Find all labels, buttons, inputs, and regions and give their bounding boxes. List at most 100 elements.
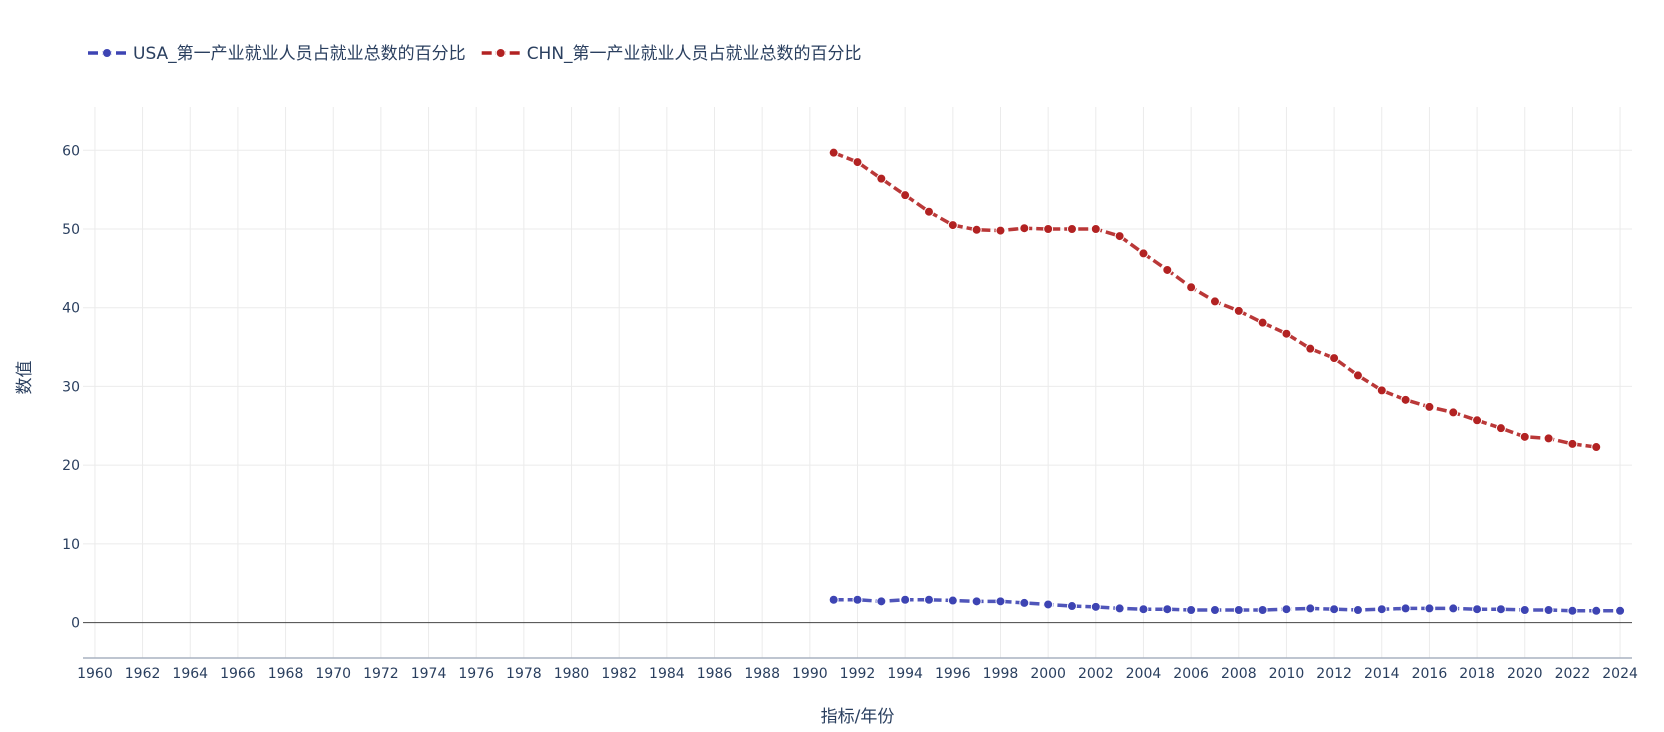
data-point bbox=[1472, 415, 1483, 426]
data-point bbox=[876, 173, 887, 184]
data-point bbox=[1066, 601, 1077, 612]
x-tick-label: 1992 bbox=[840, 666, 876, 682]
data-point bbox=[1448, 407, 1459, 418]
y-tick-label: 50 bbox=[62, 222, 80, 238]
x-tick-label: 2022 bbox=[1555, 666, 1591, 682]
x-tick-label: 2000 bbox=[1030, 666, 1066, 682]
data-point bbox=[1090, 224, 1101, 235]
x-tick-label: 1980 bbox=[554, 666, 590, 682]
x-tick-label: 1990 bbox=[792, 666, 828, 682]
legend[interactable]: USA_第一产业就业人员占就业总数的百分比 CHN_第一产业就业人员占就业总数的百… bbox=[88, 44, 862, 64]
data-point bbox=[1305, 343, 1316, 354]
data-point bbox=[1019, 223, 1030, 234]
x-tick-label: 1966 bbox=[220, 666, 256, 682]
y-tick-label: 30 bbox=[62, 379, 80, 395]
data-point bbox=[1186, 604, 1197, 615]
data-point bbox=[923, 594, 934, 605]
data-point bbox=[923, 206, 934, 217]
data-point bbox=[1186, 282, 1197, 293]
data-point bbox=[828, 594, 839, 605]
data-point bbox=[1519, 431, 1530, 442]
data-point bbox=[1352, 604, 1363, 615]
data-point bbox=[1162, 264, 1173, 275]
x-tick-label: 1976 bbox=[458, 666, 494, 682]
data-point bbox=[1543, 604, 1554, 615]
x-tick-label: 1978 bbox=[506, 666, 542, 682]
x-axis-title: 指标/年份 bbox=[821, 707, 895, 727]
legend-item-chn[interactable]: CHN_第一产业就业人员占就业总数的百分比 bbox=[481, 44, 862, 64]
grid bbox=[83, 107, 1632, 658]
y-tick-label: 60 bbox=[62, 143, 80, 159]
x-tick-label: 1974 bbox=[411, 666, 447, 682]
data-point bbox=[1472, 604, 1483, 615]
data-point bbox=[1329, 604, 1340, 615]
x-tick-label: 1964 bbox=[172, 666, 208, 682]
data-point bbox=[1019, 597, 1030, 608]
data-point bbox=[1281, 328, 1292, 339]
data-point bbox=[1043, 599, 1054, 610]
x-tick-label: 1982 bbox=[601, 666, 637, 682]
data-point bbox=[971, 596, 982, 607]
data-point bbox=[995, 225, 1006, 236]
data-point bbox=[1114, 231, 1125, 242]
x-tick-label: 1994 bbox=[887, 666, 923, 682]
y-tick-label: 10 bbox=[62, 537, 80, 553]
x-tick-label: 2014 bbox=[1364, 666, 1400, 682]
x-tick-label: 1986 bbox=[697, 666, 733, 682]
data-point bbox=[1376, 385, 1387, 396]
data-point bbox=[1233, 604, 1244, 615]
data-point bbox=[947, 220, 958, 231]
data-point bbox=[1329, 353, 1340, 364]
y-tick-label: 20 bbox=[62, 458, 80, 474]
series-line bbox=[833, 598, 1621, 613]
data-point bbox=[876, 596, 887, 607]
data-point bbox=[1400, 394, 1411, 405]
x-tick-label: 1996 bbox=[935, 666, 971, 682]
x-tick-label: 2016 bbox=[1412, 666, 1448, 682]
x-tick-label: 1970 bbox=[315, 666, 351, 682]
data-point bbox=[828, 147, 839, 158]
data-point bbox=[1257, 604, 1268, 615]
data-point bbox=[1305, 603, 1316, 614]
data-point bbox=[1043, 224, 1054, 235]
x-tick-label: 2010 bbox=[1269, 666, 1305, 682]
x-tick-label: 1962 bbox=[125, 666, 161, 682]
data-point bbox=[1519, 604, 1530, 615]
x-tick-label: 2020 bbox=[1507, 666, 1543, 682]
x-tick-label: 2012 bbox=[1316, 666, 1352, 682]
data-point bbox=[1257, 317, 1268, 328]
data-point bbox=[1495, 423, 1506, 434]
data-point bbox=[947, 595, 958, 606]
data-point bbox=[1400, 603, 1411, 614]
data-point bbox=[1114, 603, 1125, 614]
series-layer bbox=[828, 147, 1626, 616]
legend-label: USA_第一产业就业人员占就业总数的百分比 bbox=[133, 44, 466, 64]
data-point bbox=[1424, 401, 1435, 412]
data-point bbox=[1066, 224, 1077, 235]
x-tick-label: 1984 bbox=[649, 666, 685, 682]
data-point bbox=[1352, 370, 1363, 381]
legend-item-usa[interactable]: USA_第一产业就业人员占就业总数的百分比 bbox=[88, 44, 466, 64]
data-point bbox=[1495, 604, 1506, 615]
data-point bbox=[971, 224, 982, 235]
series-usa bbox=[828, 594, 1626, 616]
x-tick-label: 1972 bbox=[363, 666, 399, 682]
data-point bbox=[1615, 605, 1626, 616]
x-tick-label: 2018 bbox=[1459, 666, 1495, 682]
x-tick-label: 2006 bbox=[1173, 666, 1209, 682]
data-point bbox=[1567, 438, 1578, 449]
data-point bbox=[1567, 605, 1578, 616]
data-point bbox=[1162, 604, 1173, 615]
data-point bbox=[995, 596, 1006, 607]
data-point bbox=[1138, 604, 1149, 615]
x-tick-label: 2008 bbox=[1221, 666, 1257, 682]
legend-swatch-marker bbox=[102, 48, 112, 58]
x-tick-label: 2002 bbox=[1078, 666, 1114, 682]
data-point bbox=[900, 594, 911, 605]
x-tick-label: 1968 bbox=[268, 666, 304, 682]
data-point bbox=[852, 594, 863, 605]
legend-label: CHN_第一产业就业人员占就业总数的百分比 bbox=[527, 44, 862, 64]
y-tick-label: 0 bbox=[71, 616, 80, 632]
y-axis-title: 数值 bbox=[15, 361, 35, 395]
